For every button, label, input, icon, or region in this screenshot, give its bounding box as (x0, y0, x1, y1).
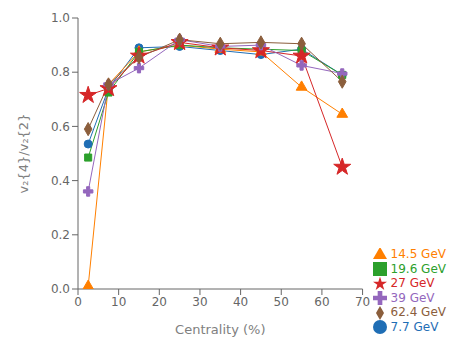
html-text:7.7 GeV: 7.7 GeV (390, 319, 439, 334)
svg-text:10: 10 (111, 295, 126, 309)
html-text:27 GeV: 27 GeV (390, 276, 435, 290)
svg-text:0: 0 (74, 295, 82, 309)
svg-text:50: 50 (274, 295, 289, 309)
svg-text:60: 60 (314, 295, 329, 309)
html-text:62.4 GeV: 62.4 GeV (390, 305, 446, 319)
svg-text:0.2: 0.2 (51, 228, 70, 242)
svg-text:20: 20 (152, 295, 167, 309)
svg-text:0.4: 0.4 (51, 174, 70, 188)
html-text:14.5 GeV: 14.5 GeV (390, 247, 446, 261)
svg-text:30: 30 (192, 295, 207, 309)
svg-text:40: 40 (233, 295, 248, 309)
svg-text:0.6: 0.6 (51, 120, 70, 134)
svg-text:v₂{4}/v₂{2}: v₂{4}/v₂{2} (16, 114, 31, 194)
svg-text:Centrality (%): Centrality (%) (175, 322, 265, 337)
html-text:39 GeV: 39 GeV (390, 290, 435, 305)
svg-text:1.0: 1.0 (51, 11, 70, 25)
svg-text:0.8: 0.8 (51, 65, 70, 79)
html-text:19.6 GeV: 19.6 GeV (390, 261, 446, 276)
svg-text:0.0: 0.0 (51, 282, 70, 296)
svg-text:70: 70 (355, 295, 370, 309)
